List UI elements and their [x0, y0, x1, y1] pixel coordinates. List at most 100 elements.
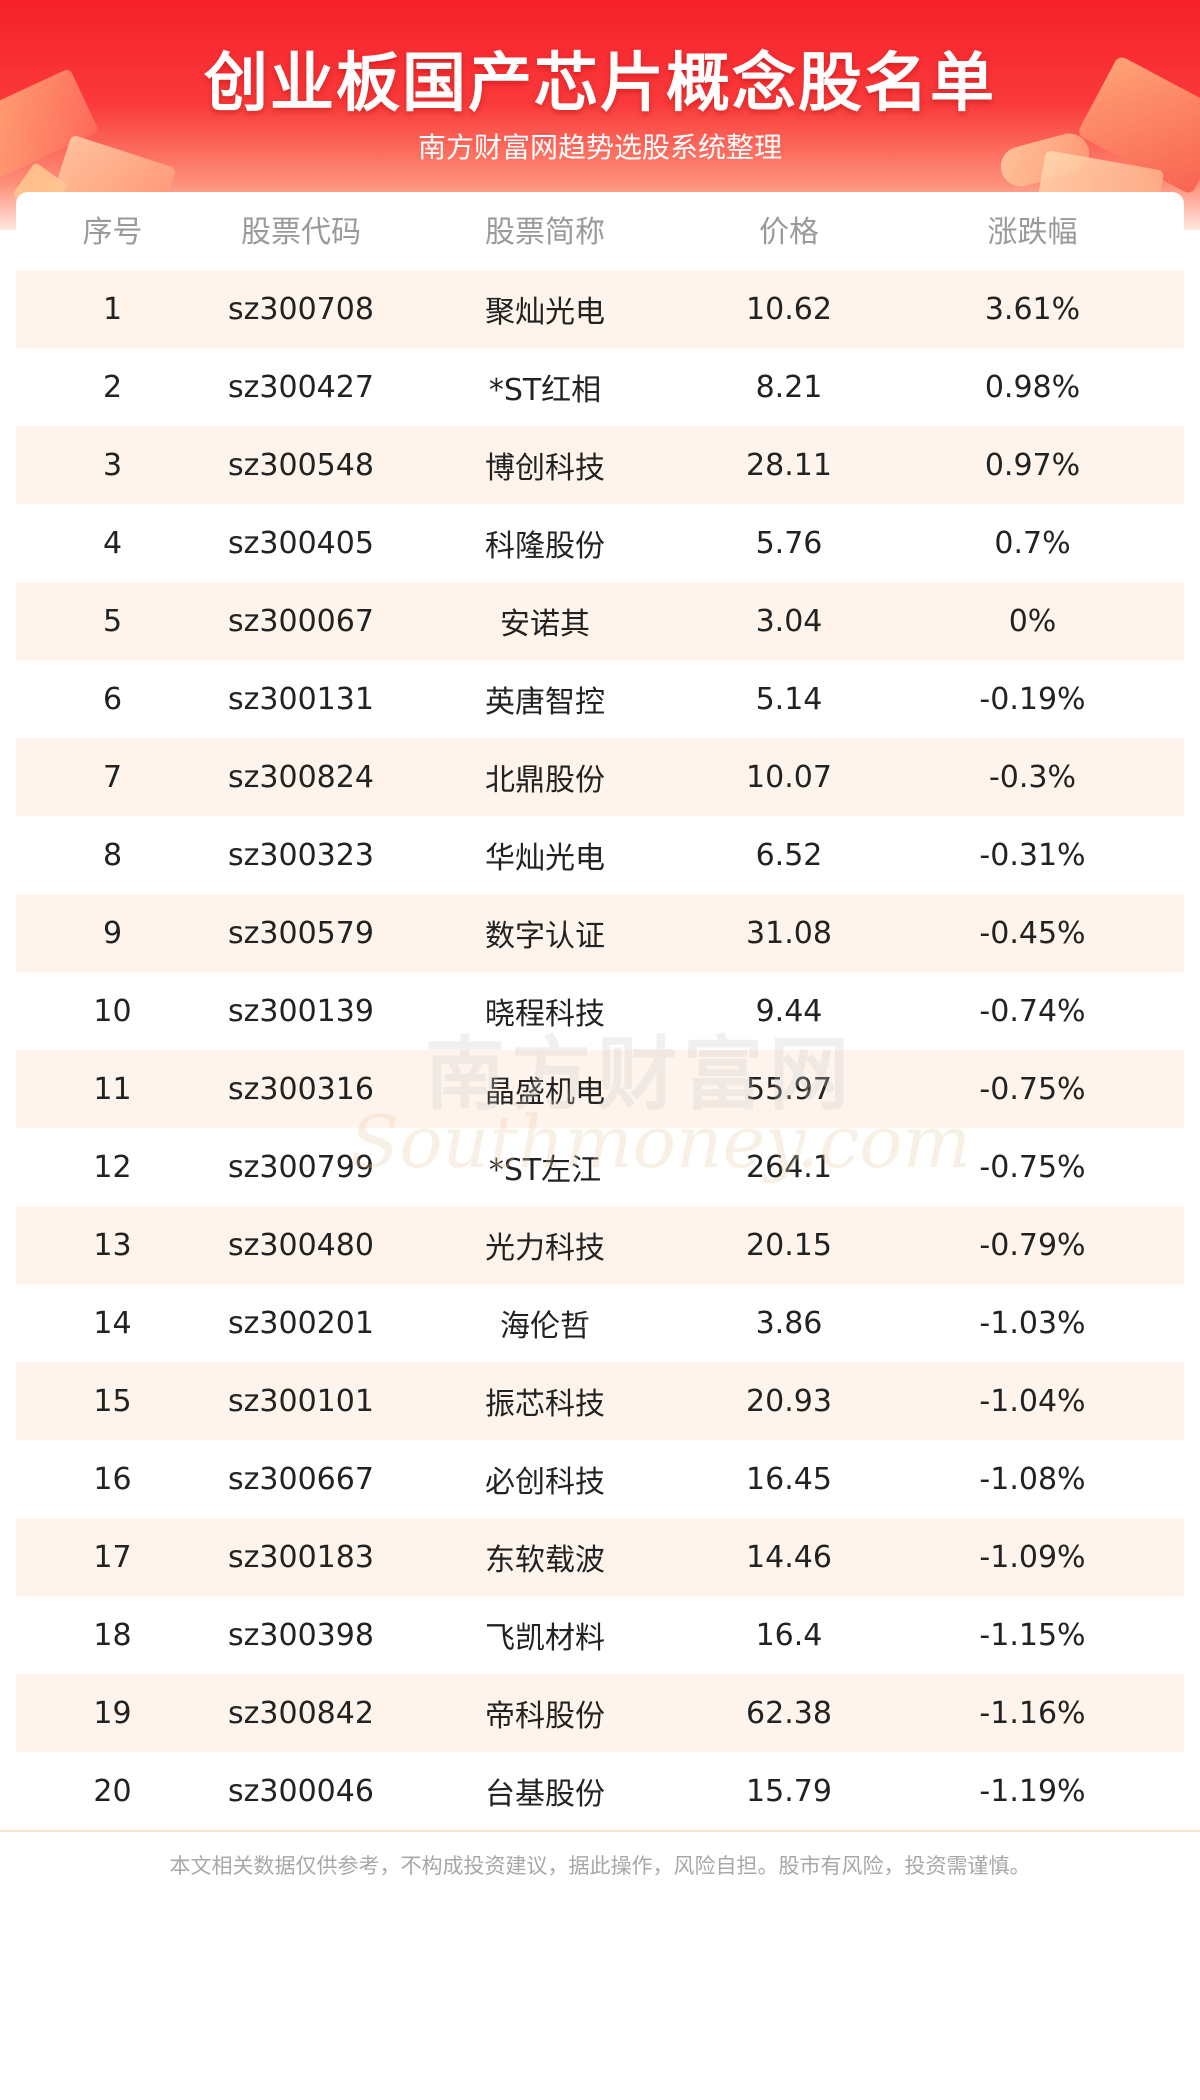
row-index: 18	[93, 1617, 132, 1653]
table-row: 11 sz300316 晶盛机电 55.97 -0.75%	[16, 1050, 1184, 1128]
row-code: sz300398	[228, 1617, 374, 1653]
row-price: 16.4	[755, 1617, 823, 1653]
row-name: 晓程科技	[485, 997, 605, 1032]
row-index: 12	[93, 1149, 132, 1185]
row-index: 20	[93, 1773, 132, 1809]
row-code: sz300667	[228, 1461, 374, 1497]
row-change: 3.61%	[984, 291, 1081, 327]
row-code: sz300316	[228, 1071, 374, 1107]
row-index: 9	[102, 915, 123, 951]
row-change: -1.19%	[979, 1773, 1086, 1809]
row-name: 安诺其	[500, 607, 590, 642]
row-name: 华灿光电	[485, 841, 605, 876]
row-change: -0.3%	[988, 759, 1077, 795]
row-index: 19	[93, 1695, 132, 1731]
table-row: 9 sz300579 数字认证 31.08 -0.45%	[16, 894, 1184, 972]
row-code: sz300480	[228, 1227, 374, 1263]
row-change: -1.08%	[979, 1461, 1086, 1497]
row-change: 0.98%	[984, 369, 1081, 405]
row-price: 15.79	[746, 1773, 832, 1809]
row-code: sz300139	[228, 993, 374, 1029]
row-price: 5.14	[755, 681, 823, 717]
row-name: 振芯科技	[485, 1387, 605, 1422]
row-change: -1.09%	[979, 1539, 1086, 1575]
row-price: 3.86	[755, 1305, 823, 1341]
row-price: 5.76	[755, 525, 823, 561]
table-header: 序号 股票代码 股票简称 价格 涨跌幅	[16, 192, 1184, 266]
row-change: -0.75%	[979, 1071, 1086, 1107]
row-change: -0.45%	[979, 915, 1086, 951]
row-price: 10.07	[746, 759, 832, 795]
row-price: 264.1	[746, 1149, 832, 1185]
table-row: 4 sz300405 科隆股份 5.76 0.7%	[16, 504, 1184, 582]
column-header-index: 序号	[82, 215, 143, 250]
row-code: sz300708	[228, 291, 374, 327]
table-row: 14 sz300201 海伦哲 3.86 -1.03%	[16, 1284, 1184, 1362]
row-code: sz300046	[228, 1773, 374, 1809]
row-change: -1.15%	[979, 1617, 1086, 1653]
row-name: 晶盛机电	[485, 1075, 605, 1110]
page-title: 创业板国产芯片概念股名单	[204, 47, 996, 121]
row-change: 0%	[1008, 603, 1057, 639]
row-name: 光力科技	[485, 1231, 605, 1266]
row-index: 13	[93, 1227, 132, 1263]
row-price: 6.52	[755, 837, 823, 873]
row-price: 20.93	[746, 1383, 832, 1419]
row-name: *ST左江	[488, 1153, 602, 1188]
banner-header: 创业板国产芯片概念股名单 南方财富网趋势选股系统整理	[0, 0, 1200, 230]
row-name: 飞凯材料	[485, 1621, 605, 1656]
row-index: 10	[93, 993, 132, 1029]
row-change: -0.31%	[979, 837, 1086, 873]
disclaimer-text: 本文相关数据仅供参考，不构成投资建议，据此操作，风险自担。股市有风险，投资需谨慎…	[169, 1854, 1031, 1878]
row-name: *ST红相	[488, 373, 602, 408]
row-code: sz300201	[228, 1305, 374, 1341]
row-index: 8	[102, 837, 123, 873]
row-name: 聚灿光电	[485, 295, 605, 330]
table-row: 5 sz300067 安诺其 3.04 0%	[16, 582, 1184, 660]
row-price: 3.04	[755, 603, 823, 639]
row-code: sz300824	[228, 759, 374, 795]
row-index: 4	[102, 525, 123, 561]
column-header-code: 股票代码	[241, 215, 361, 250]
row-index: 14	[93, 1305, 132, 1341]
row-name: 博创科技	[485, 451, 605, 486]
table-row: 15 sz300101 振芯科技 20.93 -1.04%	[16, 1362, 1184, 1440]
row-index: 5	[102, 603, 123, 639]
row-change: 0.97%	[984, 447, 1081, 483]
row-change: -0.79%	[979, 1227, 1086, 1263]
row-change: -0.19%	[979, 681, 1086, 717]
row-code: sz300183	[228, 1539, 374, 1575]
table-row: 12 sz300799 *ST左江 264.1 -0.75%	[16, 1128, 1184, 1206]
column-header-name: 股票简称	[485, 215, 605, 250]
row-code: sz300842	[228, 1695, 374, 1731]
row-price: 55.97	[746, 1071, 832, 1107]
row-code: sz300548	[228, 447, 374, 483]
row-index: 15	[93, 1383, 132, 1419]
row-name: 科隆股份	[485, 529, 605, 564]
table-row: 3 sz300548 博创科技 28.11 0.97%	[16, 426, 1184, 504]
row-index: 3	[102, 447, 123, 483]
row-index: 7	[102, 759, 123, 795]
row-code: sz300579	[228, 915, 374, 951]
row-code: sz300427	[228, 369, 374, 405]
row-code: sz300323	[228, 837, 374, 873]
row-index: 11	[93, 1071, 132, 1107]
row-price: 20.15	[746, 1227, 832, 1263]
row-index: 1	[102, 291, 123, 327]
row-price: 28.11	[746, 447, 832, 483]
row-code: sz300799	[228, 1149, 374, 1185]
row-name: 必创科技	[485, 1465, 605, 1500]
column-header-price: 价格	[759, 215, 819, 250]
table-row: 16 sz300667 必创科技 16.45 -1.08%	[16, 1440, 1184, 1518]
table-row: 18 sz300398 飞凯材料 16.4 -1.15%	[16, 1596, 1184, 1674]
divider	[0, 1830, 1200, 1832]
table-row: 2 sz300427 *ST红相 8.21 0.98%	[16, 348, 1184, 426]
row-change: -0.74%	[979, 993, 1086, 1029]
row-change: -1.04%	[979, 1383, 1086, 1419]
row-name: 帝科股份	[485, 1699, 605, 1734]
row-index: 6	[102, 681, 123, 717]
row-name: 数字认证	[485, 919, 605, 954]
row-name: 台基股份	[485, 1777, 605, 1812]
row-price: 14.46	[746, 1539, 832, 1575]
table-row: 6 sz300131 英唐智控 5.14 -0.19%	[16, 660, 1184, 738]
